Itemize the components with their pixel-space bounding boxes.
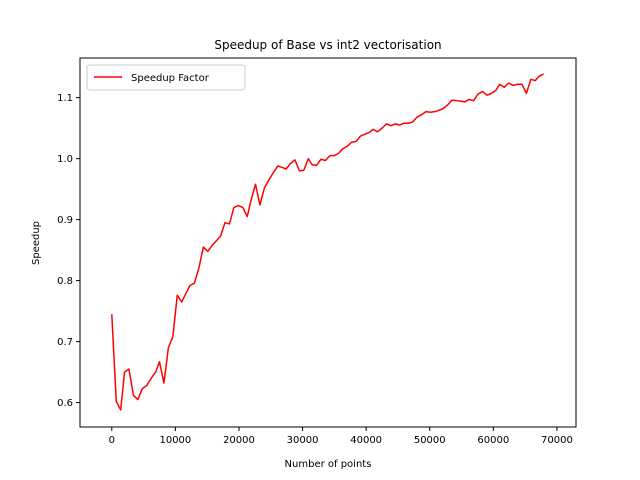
x-tick-label: 70000 bbox=[541, 435, 573, 446]
y-axis-label: Speedup bbox=[31, 221, 42, 265]
legend: Speedup Factor bbox=[86, 64, 246, 91]
y-tick-label: 1.0 bbox=[57, 154, 73, 165]
x-tick-label: 10000 bbox=[159, 435, 191, 446]
x-tick-label: 40000 bbox=[350, 435, 382, 446]
y-tick-label: 0.6 bbox=[57, 398, 73, 409]
legend-box bbox=[86, 64, 246, 91]
chart-title: Speedup of Base vs int2 vectorisation bbox=[214, 38, 441, 52]
legend-entry-label: Speedup Factor bbox=[131, 73, 210, 84]
plot-area bbox=[79, 57, 577, 428]
x-tick-label: 20000 bbox=[223, 435, 255, 446]
x-axis-label: Number of points bbox=[285, 459, 372, 470]
series-line-speedup-factor bbox=[111, 73, 544, 411]
x-tick-label: 60000 bbox=[477, 435, 509, 446]
y-tick-label: 0.8 bbox=[57, 276, 73, 287]
series-layer bbox=[111, 73, 544, 411]
x-tick-label: 30000 bbox=[287, 435, 319, 446]
x-tick-label: 0 bbox=[109, 435, 115, 446]
x-tick-label: 50000 bbox=[414, 435, 446, 446]
x-axis: 0 10000 20000 30000 40000 50000 60000 70000 bbox=[109, 427, 573, 446]
plot-frame bbox=[79, 57, 577, 428]
y-tick-label: 0.7 bbox=[57, 337, 73, 348]
y-tick-label: 1.1 bbox=[57, 93, 73, 104]
y-tick-label: 0.9 bbox=[57, 215, 73, 226]
y-axis: 0.6 0.7 0.8 0.9 1.0 1.1 bbox=[57, 93, 80, 409]
